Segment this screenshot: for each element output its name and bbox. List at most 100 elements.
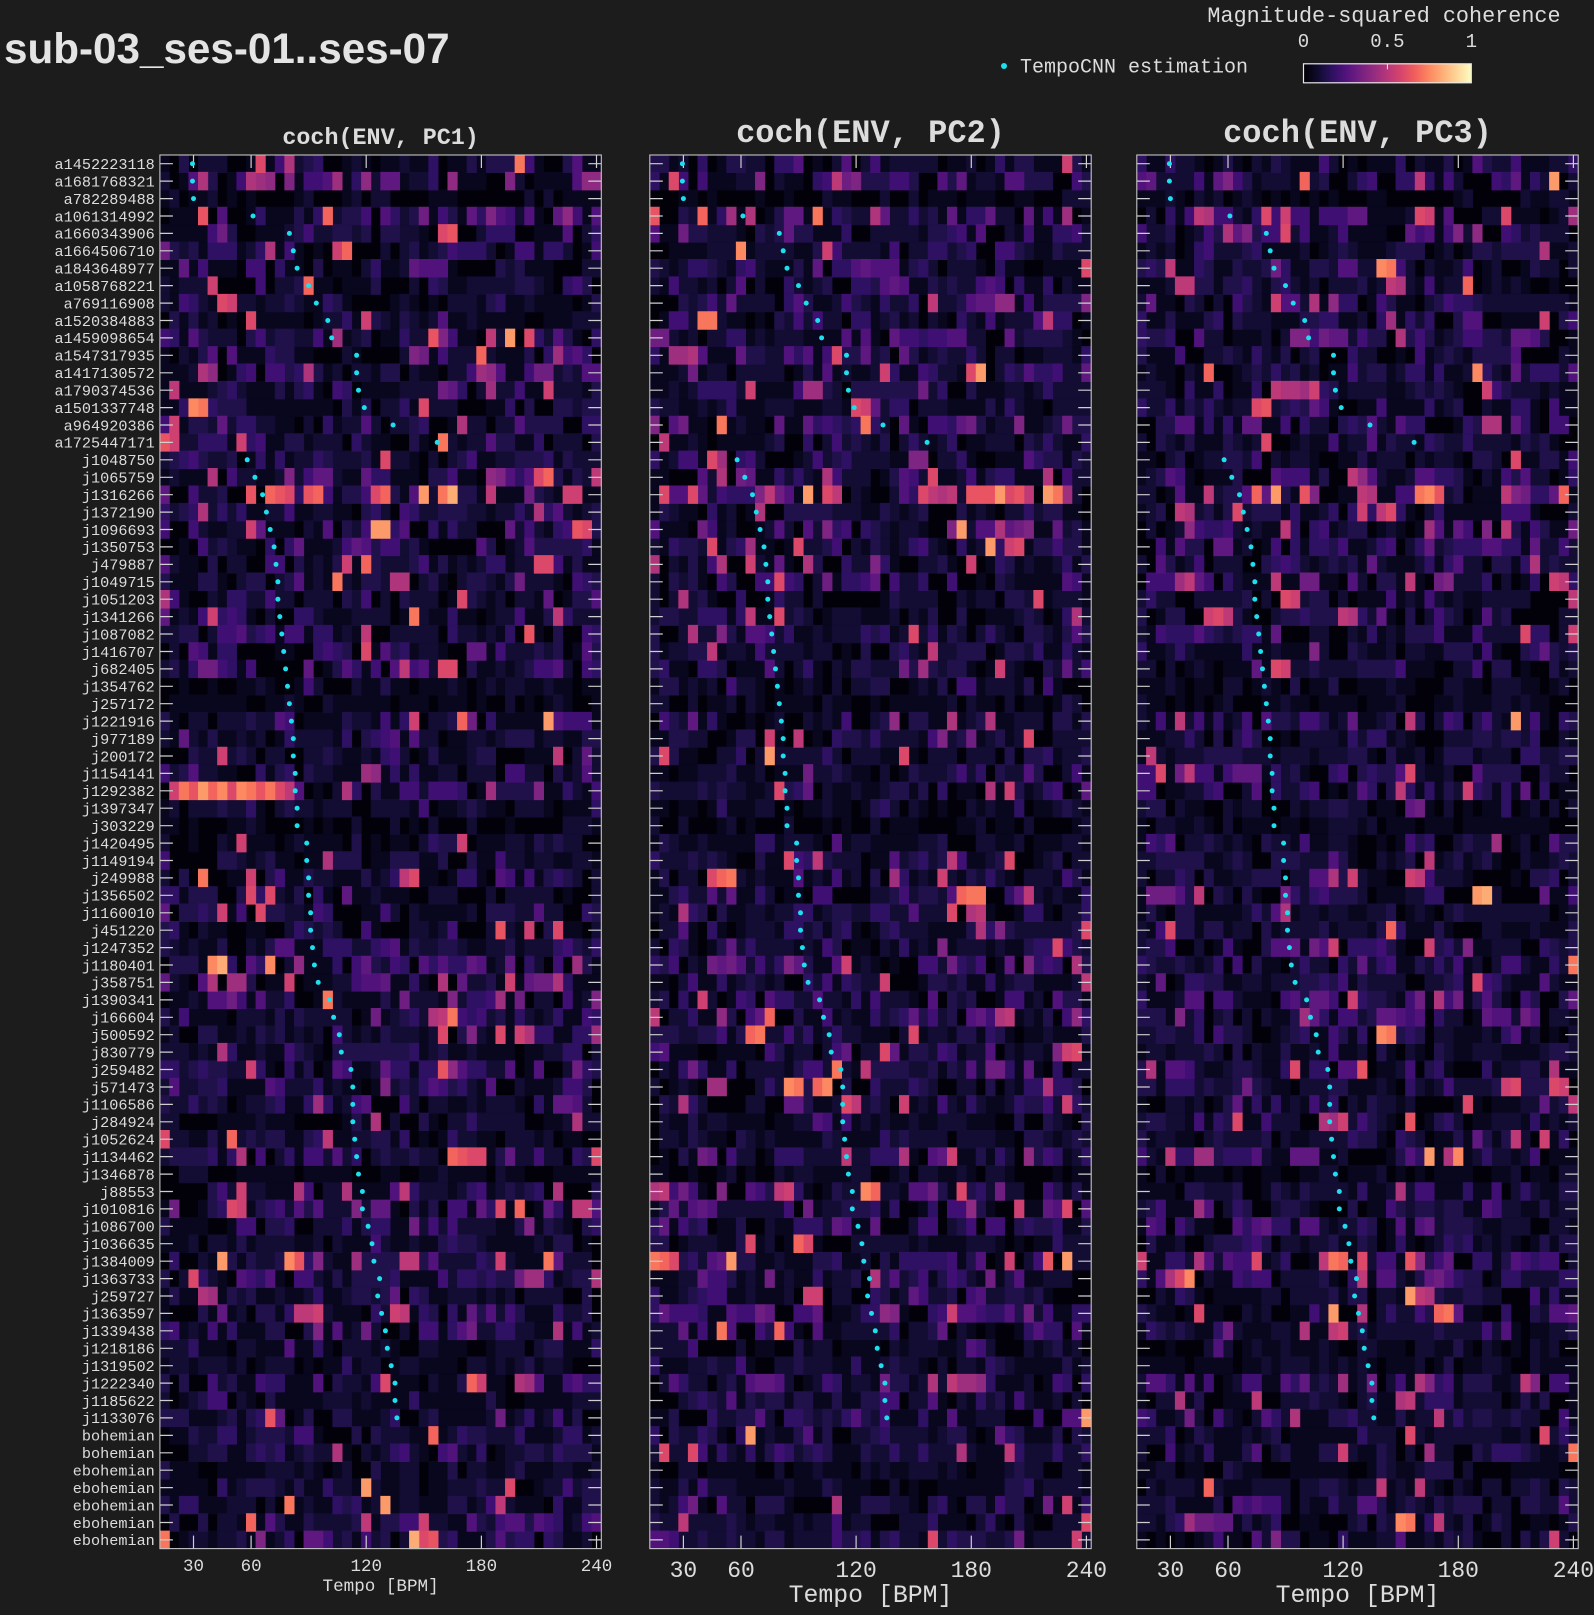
svg-text:180: 180 [1438, 1558, 1479, 1584]
svg-text:j257172: j257172 [91, 696, 155, 714]
svg-text:j977189: j977189 [91, 731, 155, 749]
svg-text:coch(ENV, PC3): coch(ENV, PC3) [1223, 115, 1492, 152]
svg-text:120: 120 [1322, 1558, 1363, 1584]
svg-text:j1247352: j1247352 [82, 940, 155, 958]
svg-text:coch(ENV, PC1): coch(ENV, PC1) [282, 126, 479, 152]
svg-text:j1221916: j1221916 [82, 713, 155, 731]
svg-text:j1420495: j1420495 [82, 835, 155, 853]
svg-text:j1350753: j1350753 [82, 539, 155, 557]
svg-text:a1547317935: a1547317935 [55, 348, 155, 366]
svg-text:j1218186: j1218186 [82, 1341, 155, 1359]
svg-text:j1339438: j1339438 [82, 1323, 155, 1341]
svg-text:Tempo [BPM]: Tempo [BPM] [789, 1582, 953, 1610]
svg-text:j303229: j303229 [91, 818, 155, 836]
svg-text:1: 1 [1466, 31, 1477, 53]
svg-text:j1096693: j1096693 [82, 522, 155, 540]
svg-text:j259727: j259727 [91, 1288, 155, 1306]
svg-text:j500592: j500592 [91, 1027, 155, 1045]
svg-text:j1160010: j1160010 [82, 905, 155, 923]
svg-text:j1010816: j1010816 [82, 1201, 155, 1219]
svg-text:Tempo [BPM]: Tempo [BPM] [323, 1577, 439, 1597]
svg-text:j1154141: j1154141 [82, 766, 155, 784]
svg-text:60: 60 [727, 1558, 755, 1584]
svg-text:ebohemian: ebohemian [73, 1463, 155, 1481]
svg-text:0.5: 0.5 [1370, 31, 1404, 53]
svg-text:j1356502: j1356502 [82, 888, 155, 906]
svg-text:j200172: j200172 [91, 748, 155, 766]
svg-text:a1681768321: a1681768321 [55, 173, 155, 191]
svg-text:j1180401: j1180401 [82, 957, 155, 975]
svg-text:j571473: j571473 [91, 1079, 155, 1097]
svg-text:j1390341: j1390341 [82, 992, 155, 1010]
svg-text:30: 30 [670, 1558, 698, 1584]
svg-text:j1048750: j1048750 [82, 452, 155, 470]
svg-text:180: 180 [466, 1557, 498, 1577]
svg-text:j1372190: j1372190 [82, 504, 155, 522]
svg-text:60: 60 [241, 1557, 262, 1577]
svg-text:60: 60 [1214, 1558, 1242, 1584]
svg-text:j1363733: j1363733 [82, 1271, 155, 1289]
svg-text:a1725447171: a1725447171 [55, 435, 155, 453]
svg-text:Magnitude-squared coherence: Magnitude-squared coherence [1207, 4, 1560, 29]
svg-text:j1051203: j1051203 [82, 592, 155, 610]
svg-text:sub-03_ses-01..ses-07: sub-03_ses-01..ses-07 [4, 25, 450, 72]
svg-text:30: 30 [183, 1557, 204, 1577]
svg-text:j166604: j166604 [91, 1010, 155, 1028]
svg-text:30: 30 [1157, 1558, 1185, 1584]
svg-text:a1417130572: a1417130572 [55, 365, 155, 383]
svg-text:j249988: j249988 [91, 870, 155, 888]
svg-text:a1660343906: a1660343906 [55, 226, 155, 244]
svg-text:j1052624: j1052624 [82, 1132, 155, 1150]
svg-text:a782289488: a782289488 [64, 191, 155, 209]
svg-text:a1790374536: a1790374536 [55, 383, 155, 401]
svg-text:j1319502: j1319502 [82, 1358, 155, 1376]
svg-text:j1397347: j1397347 [82, 801, 155, 819]
svg-text:a1501337748: a1501337748 [55, 400, 155, 418]
svg-text:a1058768221: a1058768221 [55, 278, 155, 296]
svg-text:120: 120 [835, 1558, 876, 1584]
svg-text:ebohemian: ebohemian [73, 1497, 155, 1515]
svg-text:Tempo [BPM]: Tempo [BPM] [1276, 1582, 1440, 1610]
svg-text:j1346878: j1346878 [82, 1166, 155, 1184]
svg-text:0: 0 [1298, 31, 1309, 53]
svg-text:coch(ENV, PC2): coch(ENV, PC2) [736, 115, 1005, 152]
svg-text:j1149194: j1149194 [82, 853, 155, 871]
svg-text:j682405: j682405 [91, 661, 155, 679]
svg-text:a964920386: a964920386 [64, 417, 155, 435]
svg-text:ebohemian: ebohemian [73, 1515, 155, 1533]
svg-text:a1843648977: a1843648977 [55, 261, 155, 279]
svg-text:a1459098654: a1459098654 [55, 330, 155, 348]
svg-text:ebohemian: ebohemian [73, 1480, 155, 1498]
svg-text:a1520384883: a1520384883 [55, 313, 155, 331]
svg-text:j1086700: j1086700 [82, 1219, 155, 1237]
svg-text:j1036635: j1036635 [82, 1236, 155, 1254]
svg-text:j1106586: j1106586 [82, 1097, 155, 1115]
svg-text:j1222340: j1222340 [82, 1375, 155, 1393]
svg-text:120: 120 [350, 1557, 382, 1577]
svg-text:j1049715: j1049715 [82, 574, 155, 592]
svg-text:180: 180 [951, 1558, 992, 1584]
svg-text:j1292382: j1292382 [82, 783, 155, 801]
svg-text:a1664506710: a1664506710 [55, 243, 155, 261]
svg-text:j1316266: j1316266 [82, 487, 155, 505]
svg-text:j1087082: j1087082 [82, 626, 155, 644]
svg-text:ebohemian: ebohemian [73, 1532, 155, 1550]
svg-text:bohemian: bohemian [82, 1445, 155, 1463]
svg-text:j1134462: j1134462 [82, 1149, 155, 1167]
svg-text:j259482: j259482 [91, 1062, 155, 1080]
svg-text:bohemian: bohemian [82, 1428, 155, 1446]
svg-text:TempoCNN estimation: TempoCNN estimation [1020, 57, 1248, 80]
svg-text:j1416707: j1416707 [82, 644, 155, 662]
svg-text:j1384009: j1384009 [82, 1254, 155, 1272]
svg-text:j1354762: j1354762 [82, 679, 155, 697]
svg-text:j479887: j479887 [91, 557, 155, 575]
svg-text:240: 240 [1066, 1558, 1107, 1584]
svg-text:a1061314992: a1061314992 [55, 208, 155, 226]
svg-text:a1452223118: a1452223118 [55, 156, 155, 174]
svg-text:j358751: j358751 [91, 975, 155, 993]
svg-text:j1341266: j1341266 [82, 609, 155, 627]
svg-text:j451220: j451220 [91, 923, 155, 941]
svg-text:a769116908: a769116908 [64, 295, 155, 313]
svg-text:j1363597: j1363597 [82, 1306, 155, 1324]
svg-text:240: 240 [1553, 1558, 1594, 1584]
